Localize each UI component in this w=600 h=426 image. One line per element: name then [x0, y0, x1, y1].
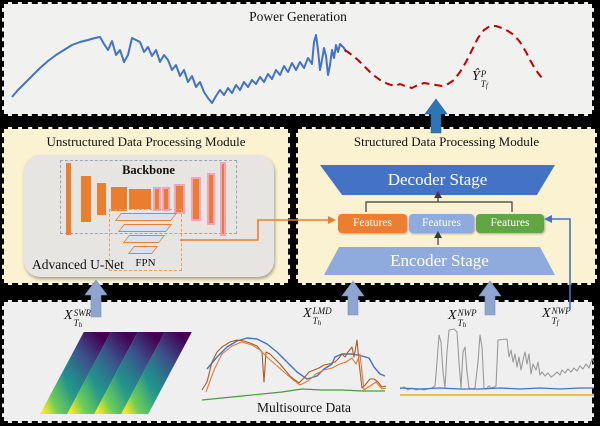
- backbone-layer-bar: [220, 162, 226, 236]
- encoder-stage-label: Encoder Stage: [390, 251, 489, 270]
- backbone-layer-bar: [174, 184, 185, 214]
- structured-data-processing-module: Structured Data Processing Module Decode…: [296, 127, 597, 285]
- fpn-level: [127, 246, 159, 254]
- structured-module-title: Structured Data Processing Module: [353, 134, 540, 149]
- feature-box-nwp: Features: [476, 214, 544, 233]
- forecast-label-base: Ŷ: [472, 69, 480, 84]
- backbone-title: Backbone: [122, 163, 175, 177]
- backbone-box: Backbone: [60, 160, 237, 234]
- nwp-gray-line: [400, 328, 594, 391]
- fpn-level: [117, 224, 173, 232]
- backbone-layer-bar: [81, 176, 91, 222]
- power-history-line: [11, 34, 347, 104]
- feature-box-encoder: Features: [409, 214, 474, 233]
- backbone-layer-bar: [129, 189, 151, 209]
- decoder-stage: Decoder Stage: [320, 165, 555, 195]
- lmd-mini-chart: [201, 337, 387, 401]
- decoder-stage-label: Decoder Stage: [387, 170, 488, 189]
- advanced-unet-label: Advanced U-Net: [32, 257, 124, 272]
- advanced-unet-box: Backbone FPN Advanced U-Net: [24, 155, 274, 277]
- unstructured-module-title: Unstructured Data Processing Module: [46, 134, 246, 149]
- lmd-orange-line-2: [205, 341, 387, 393]
- multisource-data-caption: Multisource Data: [256, 400, 352, 415]
- lmd-orange-line-1: [201, 339, 387, 391]
- lmd-green-line: [201, 388, 385, 401]
- fpn-level: [122, 235, 166, 243]
- backbone-layer-bar: [153, 187, 161, 211]
- power-forecast-line: [344, 25, 546, 89]
- fpn-level: [114, 213, 178, 221]
- nwp-mini-chart: [400, 328, 594, 396]
- backbone-layer-bar: [111, 187, 127, 211]
- unstructured-data-processing-module: Unstructured Data Processing Module Back…: [2, 127, 290, 285]
- power-generation-title: Power Generation: [249, 9, 347, 24]
- feature-box-image: Features: [338, 214, 407, 233]
- nwp-blue-line: [400, 387, 594, 390]
- power-generation-chart: [11, 25, 546, 104]
- swr-heatmap-stack: [30, 328, 200, 420]
- backbone-layer-bar: [97, 183, 106, 215]
- encoder-stage: Encoder Stage: [324, 247, 555, 275]
- backbone-layer-bar: [207, 173, 215, 225]
- fpn-title: FPN: [135, 257, 156, 269]
- backbone-layer-bar: [66, 163, 71, 235]
- backbone-layer-bar: [191, 177, 201, 221]
- backbone-layer-bar: [162, 187, 170, 211]
